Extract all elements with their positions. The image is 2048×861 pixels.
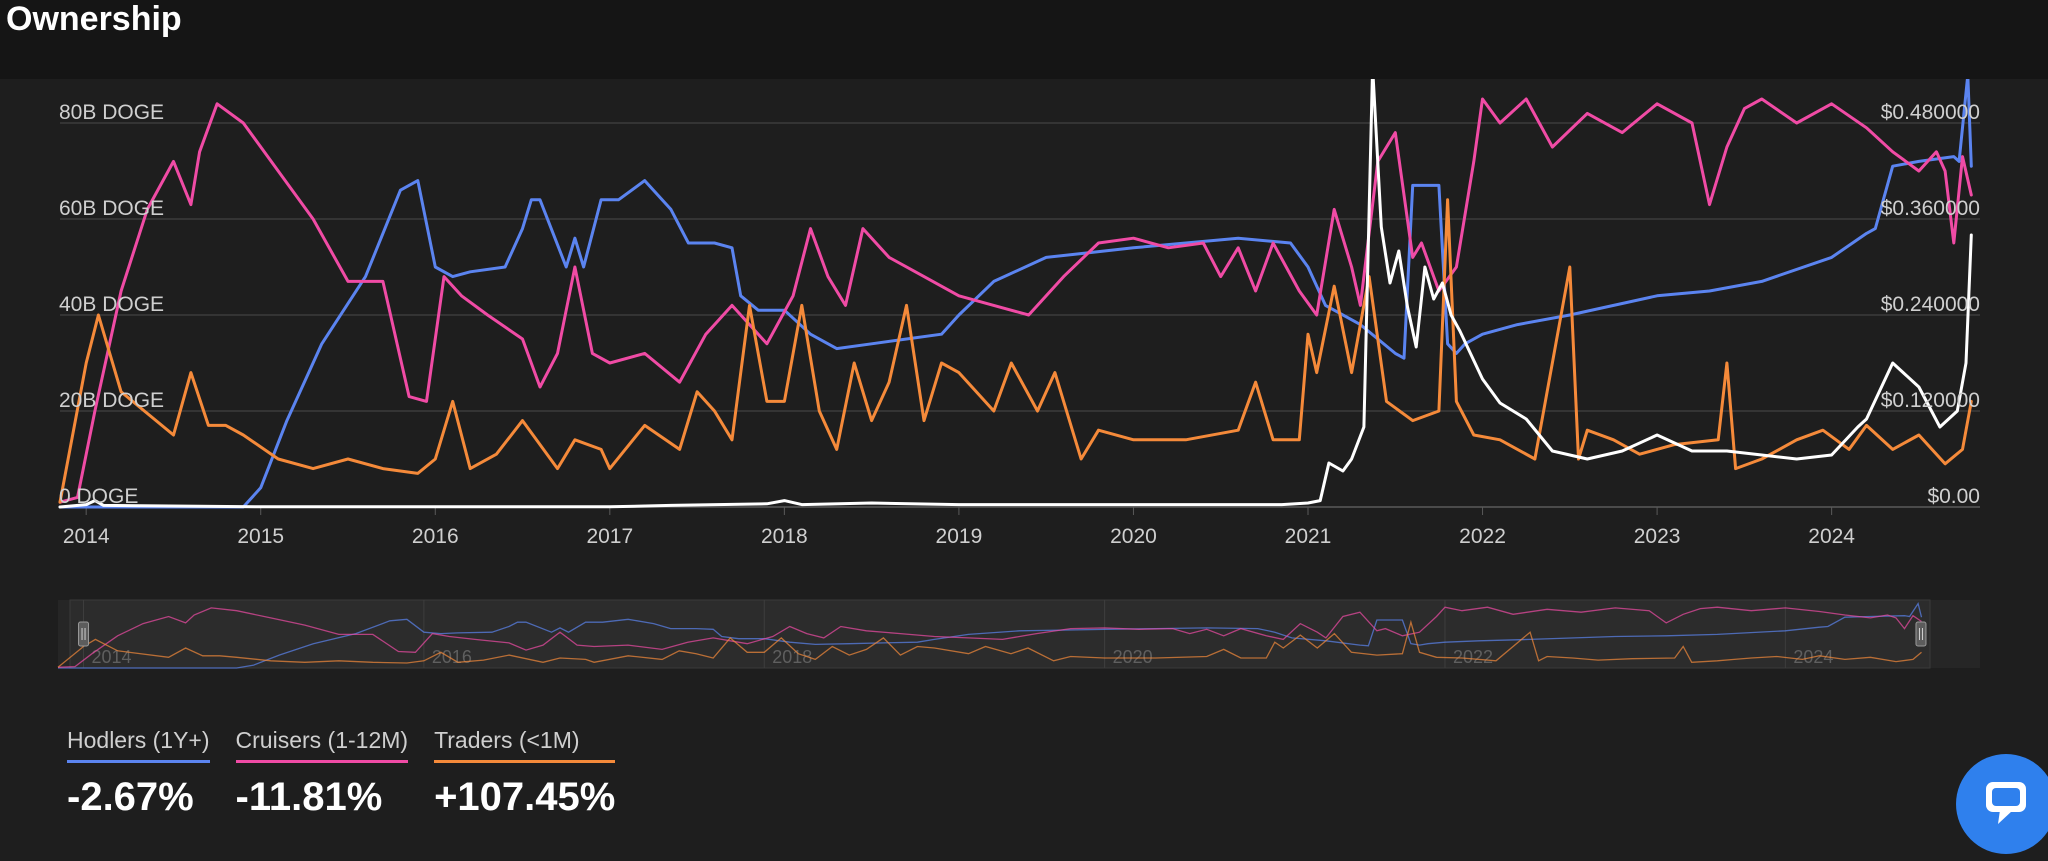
y-left-tick-label: 40B DOGE <box>59 293 164 316</box>
series-line-traders-1m <box>58 198 1973 504</box>
navigator-year-label: 2022 <box>1453 647 1493 667</box>
x-tick-label: 2022 <box>1459 525 1506 548</box>
legend-change-value: -2.67% <box>67 775 194 819</box>
page-title: Ownership <box>6 0 182 38</box>
legend-item-hodlers[interactable]: Hodlers (1Y+) -2.67% <box>67 726 210 819</box>
legend-change-value: -11.81% <box>235 775 383 819</box>
y-left-tick-label: 0 DOGE <box>59 485 138 508</box>
x-tick-label: 2024 <box>1808 525 1855 548</box>
series-line-hodlers-1y <box>58 79 1973 509</box>
y-right-tick-label: $0.120000 <box>1881 389 1980 412</box>
x-tick-label: 2021 <box>1285 525 1332 548</box>
y-left-tick-label: 60B DOGE <box>59 197 164 220</box>
navigator-selection <box>69 599 1931 669</box>
navigator-year-label: 2020 <box>1113 647 1153 667</box>
x-tick-label: 2017 <box>586 525 633 548</box>
navigator-series-line <box>57 606 1922 668</box>
x-tick-label: 2023 <box>1634 525 1681 548</box>
legend: Hodlers (1Y+) -2.67% Cruisers (1-12M) -1… <box>67 726 641 819</box>
axis-labels: 2014 2015 2016 2017 2018 2019 2020 2021 2022 2023… <box>59 101 1980 548</box>
legend-change-value: +107.45% <box>434 775 616 819</box>
y-right-tick-label: $0.00 <box>1927 485 1980 508</box>
y-right-tick-label: $0.240000 <box>1881 293 1980 316</box>
navigator-handle-left[interactable] <box>78 621 90 647</box>
header-bar: Ownership <box>0 0 2048 79</box>
navigator-series-line <box>58 602 1923 669</box>
legend-label: Hodlers (1Y+) <box>67 726 210 763</box>
x-tick-label: 2018 <box>761 525 808 548</box>
navigator-handle-right[interactable] <box>1915 621 1927 647</box>
y-right-tick-label: $0.480000 <box>1881 101 1980 124</box>
legend-item-traders[interactable]: Traders (<1M) +107.45% <box>434 726 616 819</box>
x-tick-label: 2016 <box>412 525 459 548</box>
grid-lines <box>60 122 1980 515</box>
navigator-year-label: 2018 <box>772 647 812 667</box>
chat-support-button[interactable] <box>1956 754 2048 854</box>
navigator-year-label: 2016 <box>432 647 472 667</box>
series-line-price <box>58 79 1973 509</box>
y-right-tick-label: $0.360000 <box>1881 197 1980 220</box>
x-tick-label: 2020 <box>1110 525 1157 548</box>
y-left-tick-label: 20B DOGE <box>59 389 164 412</box>
series-line-cruisers-1-12m <box>58 97 1973 504</box>
x-tick-label: 2019 <box>936 525 983 548</box>
range-navigator[interactable]: 2014 2016 2018 2020 2022 2024 <box>0 590 2048 680</box>
legend-label: Cruisers (1-12M) <box>235 726 409 763</box>
ownership-chart[interactable]: 2014 2015 2016 2017 2018 2019 2020 2021 2022 2023… <box>0 79 2048 549</box>
legend-item-cruisers[interactable]: Cruisers (1-12M) -11.81% <box>235 726 409 819</box>
navigator-year-label: 2014 <box>92 647 132 667</box>
x-tick-label: 2015 <box>237 525 284 548</box>
navigator-series-line <box>57 619 1922 668</box>
legend-label: Traders (<1M) <box>434 726 616 763</box>
y-left-tick-label: 80B DOGE <box>59 101 164 124</box>
series-lines <box>58 79 1973 509</box>
chat-bubble-icon <box>1986 782 2026 824</box>
x-tick-label: 2014 <box>63 525 110 548</box>
